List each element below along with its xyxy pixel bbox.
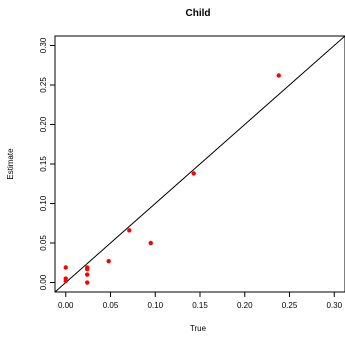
data-point: [106, 258, 111, 264]
x-tick-label: 0.10: [147, 301, 163, 310]
data-point: [148, 240, 153, 246]
x-tick-label: 0.15: [192, 301, 208, 310]
reference-line-layer: [54, 35, 345, 293]
x-tick-label: 0.25: [282, 301, 298, 310]
x-tick-label: 0.00: [58, 301, 74, 310]
data-point: [85, 280, 90, 285]
data-point: [127, 228, 132, 233]
y-tick-label: 0.15: [39, 156, 48, 172]
y-tick-label: 0.20: [39, 116, 48, 132]
data-point: [63, 278, 68, 284]
data-point: [85, 266, 90, 272]
chart-title: Child: [186, 8, 211, 19]
y-axis-label: Estimate: [6, 148, 15, 180]
x-tick-label: 0.20: [237, 301, 253, 310]
y-tick-label: 0.00: [39, 274, 48, 290]
data-point: [85, 272, 90, 277]
x-tick-label: 0.05: [103, 301, 119, 310]
x-axis: 0.00 0.05 0.10 0.15 0.20 0.25 0.30: [58, 292, 343, 310]
y-tick-label: 0.30: [39, 37, 48, 53]
reference-line: [54, 35, 345, 293]
y-tick-label: 0.25: [39, 77, 48, 93]
y-tick-label: 0.05: [39, 235, 48, 251]
data-point: [191, 171, 196, 176]
data-point: [276, 73, 281, 78]
data-point: [63, 265, 68, 270]
x-axis-label: True: [190, 324, 207, 333]
y-axis: 0.00 0.05 0.10 0.15 0.20 0.25 0.30: [39, 37, 55, 290]
data-points: [63, 73, 281, 285]
x-tick-label: 0.30: [326, 301, 342, 310]
y-tick-label: 0.10: [39, 195, 48, 211]
